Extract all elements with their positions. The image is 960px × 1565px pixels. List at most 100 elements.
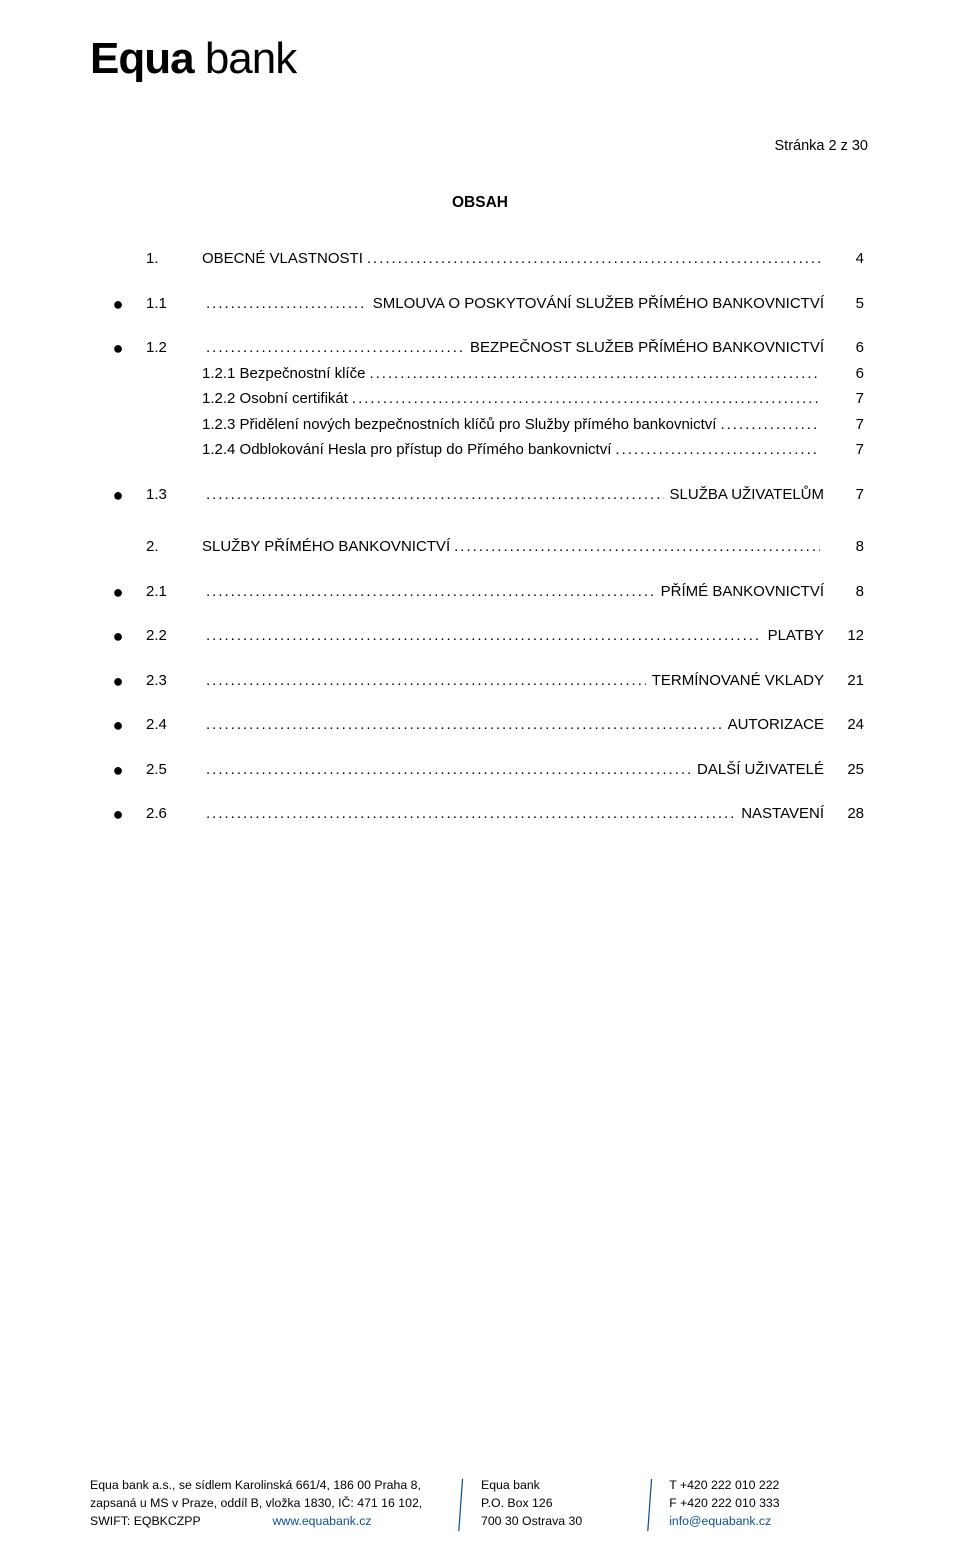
toc-row: ●1.2 BEZPEČNOST SLUŽEB PŘÍMÉHO BANKOVNIC… [90, 337, 870, 360]
leader-dots [206, 759, 691, 782]
page-indicator: Stránka 2 z 30 [90, 138, 870, 154]
footer-line: SWIFT: EQBKCZPP www.equabank.cz [90, 1513, 441, 1531]
leader-dots [206, 714, 722, 737]
toc-page: 7 [824, 414, 870, 437]
toc-row: ●2.4 AUTORIZACE24 [90, 714, 870, 737]
footer-line: T +420 222 010 222 [669, 1477, 870, 1495]
toc-number: 2.5 [146, 759, 202, 782]
toc-row: 2.SLUŽBY PŘÍMÉHO BANKOVNICTVÍ8 [90, 536, 870, 559]
leader-dots [367, 248, 820, 271]
leader-dots [206, 803, 735, 826]
toc-page: 8 [824, 536, 870, 559]
toc-row: ●1.1SMLOUVA O POSKYTOVÁNÍ SLUŽEB PŘÍMÉHO… [90, 293, 870, 316]
toc-label: SMLOUVA O POSKYTOVÁNÍ SLUŽEB PŘÍMÉHO BAN… [202, 293, 824, 316]
logo: Equa bank [90, 34, 870, 84]
toc-number: 2.6 [146, 803, 202, 826]
toc-row: ●2.2 PLATBY12 [90, 625, 870, 648]
leader-dots [206, 581, 655, 604]
toc-number: 1.2 [146, 337, 202, 360]
bullet-icon: ● [90, 337, 146, 355]
toc-number: 2.1 [146, 581, 202, 604]
footer-col-contact: T +420 222 010 222 F +420 222 010 333 in… [669, 1477, 870, 1533]
toc-page: 6 [824, 337, 870, 360]
footer-line: Equa bank [481, 1477, 629, 1495]
toc-label: BEZPEČNOST SLUŽEB PŘÍMÉHO BANKOVNICTVÍ [202, 337, 824, 360]
toc-label: PLATBY [202, 625, 824, 648]
bullet-icon: ● [90, 803, 146, 821]
toc-row: 1.OBECNÉ VLASTNOSTI4 [90, 248, 870, 271]
leader-dots [206, 293, 367, 316]
toc-page: 8 [824, 581, 870, 604]
toc-row: ●2.5 DALŠÍ UŽIVATELÉ25 [90, 759, 870, 782]
bullet-icon: ● [90, 484, 146, 502]
bullet-icon: ● [90, 714, 146, 732]
toc-label: PŘÍMÉ BANKOVNICTVÍ [202, 581, 824, 604]
toc-page: 28 [824, 803, 870, 826]
toc-row: 1.2.1 Bezpečnostní klíče6 [90, 363, 870, 386]
toc-number: 2.4 [146, 714, 202, 737]
footer-line: P.O. Box 126 [481, 1495, 629, 1513]
toc-page: 21 [824, 670, 870, 693]
footer-line: F +420 222 010 333 [669, 1495, 870, 1513]
toc-row: ●2.6NASTAVENÍ28 [90, 803, 870, 826]
bullet-icon: ● [90, 293, 146, 311]
toc-page: 5 [824, 293, 870, 316]
toc-label: SLUŽBY PŘÍMÉHO BANKOVNICTVÍ [202, 536, 824, 559]
toc-page: 7 [824, 388, 870, 411]
logo-part-a: Equa [90, 34, 194, 83]
page-title: OBSAH [90, 194, 870, 212]
leader-dots [206, 670, 646, 693]
toc-label: DALŠÍ UŽIVATELÉ [202, 759, 824, 782]
toc-label: 1.2.2 Osobní certifikát [202, 388, 824, 411]
toc-label: NASTAVENÍ [202, 803, 824, 826]
toc-label: SLUŽBA UŽIVATELŮM [202, 484, 824, 507]
toc-label: AUTORIZACE [202, 714, 824, 737]
toc-label: 1.2.1 Bezpečnostní klíče [202, 363, 824, 386]
toc-number: 1.1 [146, 293, 202, 316]
toc-row: ●2.1 PŘÍMÉ BANKOVNICTVÍ8 [90, 581, 870, 604]
toc-page: 7 [824, 484, 870, 507]
footer-link-email[interactable]: info@equabank.cz [669, 1513, 870, 1531]
toc-row: 1.2.4 Odblokování Hesla pro přístup do P… [90, 439, 870, 462]
toc-page: 4 [824, 248, 870, 271]
bullet-icon: ● [90, 581, 146, 599]
footer-line: Equa bank a.s., se sídlem Karolinská 661… [90, 1477, 441, 1495]
leader-dots [720, 414, 820, 437]
bullet-icon: ● [90, 670, 146, 688]
toc-row: 1.2.2 Osobní certifikát7 [90, 388, 870, 411]
leader-dots [615, 439, 820, 462]
toc-row: 1.2.3 Přidělení nových bezpečnostních kl… [90, 414, 870, 437]
toc-label: TERMÍNOVANÉ VKLADY [202, 670, 824, 693]
bullet-icon: ● [90, 759, 146, 777]
footer: Equa bank a.s., se sídlem Karolinská 661… [90, 1477, 870, 1533]
footer-line: 700 30 Ostrava 30 [481, 1513, 629, 1531]
toc-label: 1.2.3 Přidělení nových bezpečnostních kl… [202, 414, 824, 437]
toc-number: 2.3 [146, 670, 202, 693]
leader-dots [206, 625, 762, 648]
footer-link-web[interactable]: www.equabank.cz [272, 1514, 371, 1528]
toc-page: 12 [824, 625, 870, 648]
toc-number: 1.3 [146, 484, 202, 507]
leader-dots [206, 337, 464, 360]
toc-number: 2.2 [146, 625, 202, 648]
footer-line: zapsaná u MS v Praze, oddíl B, vložka 18… [90, 1495, 441, 1513]
toc-page: 24 [824, 714, 870, 737]
toc-page: 7 [824, 439, 870, 462]
footer-separator-icon [629, 1477, 669, 1533]
leader-dots [206, 484, 664, 507]
bullet-icon: ● [90, 625, 146, 643]
table-of-contents: 1.OBECNÉ VLASTNOSTI4●1.1SMLOUVA O POSKYT… [90, 248, 870, 826]
toc-page: 25 [824, 759, 870, 782]
toc-label: OBECNÉ VLASTNOSTI [202, 248, 824, 271]
logo-part-b: bank [205, 34, 296, 83]
footer-col-company: Equa bank a.s., se sídlem Karolinská 661… [90, 1477, 441, 1533]
leader-dots [369, 363, 820, 386]
leader-dots [352, 388, 820, 411]
toc-page: 6 [824, 363, 870, 386]
toc-row: ●2.3 TERMÍNOVANÉ VKLADY21 [90, 670, 870, 693]
toc-number: 2. [146, 536, 202, 559]
toc-row: ●1.3 SLUŽBA UŽIVATELŮM7 [90, 484, 870, 507]
footer-col-address: Equa bank P.O. Box 126 700 30 Ostrava 30 [481, 1477, 629, 1533]
toc-label: 1.2.4 Odblokování Hesla pro přístup do P… [202, 439, 824, 462]
toc-number: 1. [146, 248, 202, 271]
